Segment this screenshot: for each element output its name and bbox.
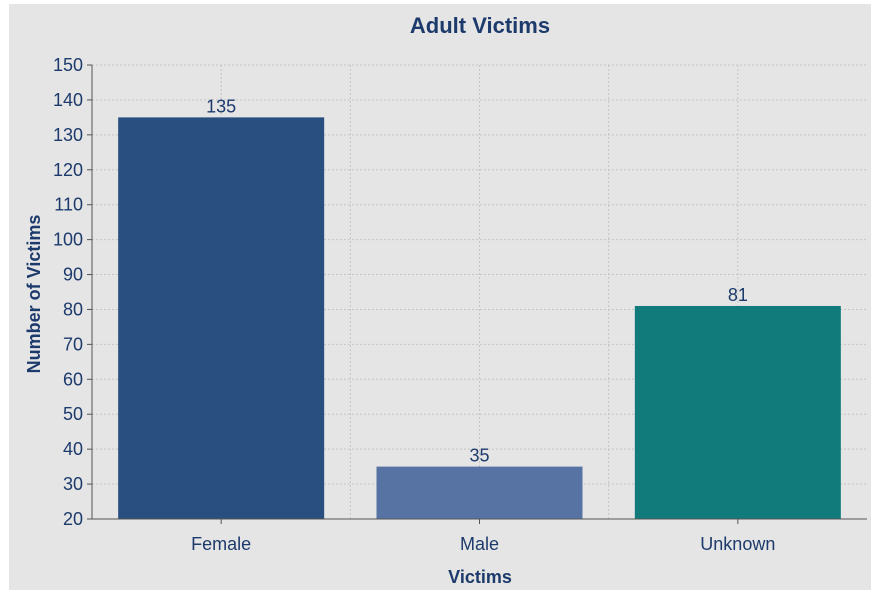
- y-tick-label: 70: [63, 334, 83, 354]
- y-tick-label: 90: [63, 265, 83, 285]
- bar-female: [118, 117, 325, 519]
- data-label-unknown: 81: [728, 285, 748, 305]
- y-axis-label: Number of Victims: [24, 215, 44, 374]
- labels: 20 30 40 50 60 70 80 90 100 110 120 130 140 150 135 Fem…: [53, 55, 775, 554]
- bar-chart: Adult Victims Number of Victims Victims …: [24, 13, 867, 587]
- y-tick-label: 150: [53, 55, 83, 75]
- y-tick-label: 110: [54, 195, 83, 215]
- y-tick-label: 120: [53, 160, 83, 180]
- bar-male: [376, 466, 583, 519]
- bars: [118, 117, 841, 519]
- y-tick-label: 100: [53, 230, 83, 250]
- y-tick-label: 60: [63, 369, 83, 389]
- y-tick-label: 140: [53, 90, 83, 110]
- y-tick-label: 20: [63, 509, 83, 529]
- y-tick-label: 30: [63, 474, 83, 494]
- y-tick-label: 40: [63, 439, 83, 459]
- axes: [87, 64, 867, 524]
- y-tick-label: 130: [53, 125, 83, 145]
- x-tick-label-unknown: Unknown: [700, 534, 775, 554]
- data-label-female: 135: [206, 96, 236, 116]
- y-tick-label: 80: [63, 299, 83, 319]
- data-label-male: 35: [469, 446, 489, 466]
- chart-title: Adult Victims: [410, 13, 550, 38]
- chart-frame: Adult Victims Number of Victims Victims …: [9, 4, 871, 590]
- x-axis-label: Victims: [448, 567, 512, 587]
- bar-unknown: [634, 305, 841, 519]
- x-tick-label-male: Male: [460, 534, 499, 554]
- y-tick-label: 50: [63, 404, 83, 424]
- x-tick-label-female: Female: [191, 534, 251, 554]
